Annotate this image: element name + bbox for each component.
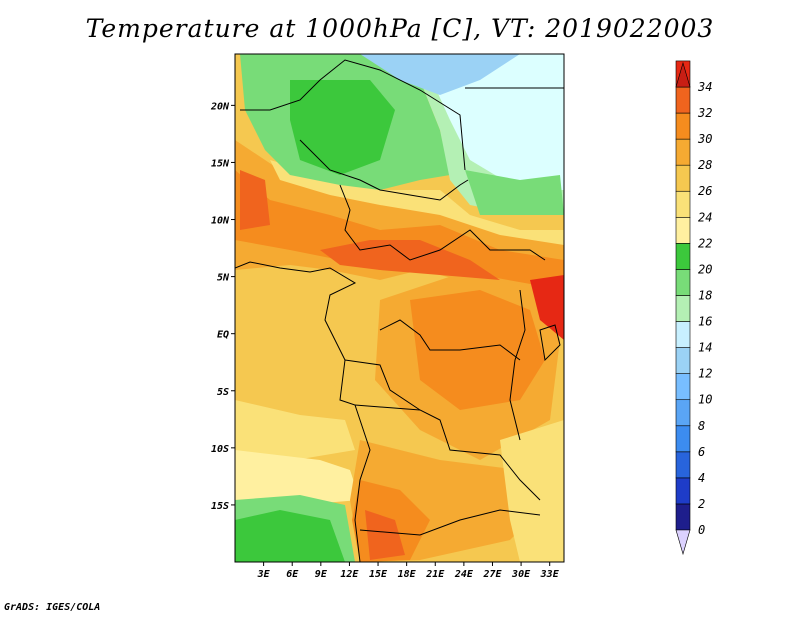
colorbar-label-1: 2: [698, 497, 705, 511]
y-tick-label-2: 10N: [211, 216, 230, 227]
field-sahel-30: [235, 170, 564, 290]
y-tick-label-3: 5N: [217, 273, 230, 284]
field-sahara-20: [290, 80, 395, 175]
colorbar-swatch-4: [675, 399, 691, 427]
colorbar-label-3: 6: [698, 445, 705, 459]
x-tick-label-3: 12E: [340, 569, 359, 580]
x-tick-label-8: 27E: [482, 569, 502, 580]
colorbar-swatch-14: [675, 138, 691, 166]
colorbar-label-7: 14: [698, 341, 712, 355]
country-borders: [235, 59, 564, 562]
y-tick-label-5: 5S: [217, 387, 229, 398]
colorbar-label-14: 28: [698, 158, 712, 172]
x-tick-label-7: 24E: [454, 569, 474, 580]
temperature-field: [235, 54, 564, 562]
colorbar-label-2: 4: [698, 471, 705, 485]
field-south-green-20: [235, 510, 345, 562]
field-rwanda-34: [530, 275, 564, 340]
x-tick-label-9: 30E: [511, 569, 531, 580]
colorbar-label-13: 26: [698, 184, 712, 198]
border-north: [240, 59, 466, 171]
colorbar-label-10: 20: [698, 262, 712, 276]
colorbar-label-16: 32: [697, 106, 712, 120]
field-atlantic-26: [235, 400, 355, 470]
colorbar-label-9: 18: [698, 288, 712, 302]
colorbar-swatch-3: [675, 425, 691, 453]
lake-tanganyika: [509, 289, 526, 441]
colorbar-swatch-6: [675, 347, 691, 374]
colorbar-swatch-2: [675, 451, 691, 479]
colorbar-swatch-16: [675, 86, 691, 114]
colorbar-swatch-10: [675, 243, 691, 270]
coastline-west: [235, 261, 371, 562]
colorbar-swatch-11: [675, 216, 691, 244]
colorbar-over-arrow: [675, 61, 691, 88]
field-senegal-32: [240, 170, 270, 230]
chart-title: Temperature at 1000hPa [C], VT: 20190220…: [85, 14, 715, 43]
x-tick-label-4: 15E: [369, 569, 388, 580]
colorbar-label-12: 24: [698, 210, 712, 224]
colorbar-swatch-5: [675, 373, 691, 401]
y-tick-label-7: 15S: [211, 501, 229, 512]
field-atlantic-24: [235, 450, 360, 510]
field-north-12: [360, 54, 520, 95]
colorbar-swatch-15: [675, 112, 691, 140]
border-namibia: [359, 509, 541, 536]
border-sahel: [299, 139, 469, 201]
field-angola-32: [365, 510, 405, 560]
y-tick-label-1: 15N: [211, 158, 230, 169]
border-angola-north: [354, 404, 421, 411]
x-tick-label-0: 3E: [257, 569, 271, 580]
lake-victoria: [539, 324, 561, 362]
x-tick-label-2: 9E: [315, 569, 328, 580]
colorbar-swatch-7: [675, 321, 691, 348]
colorbar-label-17: 34: [697, 80, 712, 94]
colorbar-swatch-1: [675, 477, 691, 505]
field-congo-30: [410, 290, 545, 410]
colorbar-label-4: 8: [698, 419, 705, 433]
colorbar-label-15: 30: [697, 132, 712, 146]
border-central: [339, 184, 546, 261]
colorbar-label-11: 22: [698, 236, 712, 250]
border-congo: [379, 319, 521, 361]
colorbar-swatch-0: [675, 503, 691, 531]
x-tick-label-5: 18E: [398, 569, 417, 580]
y-tick-label-0: 20N: [210, 101, 230, 112]
x-tick-label-1: 6E: [286, 569, 299, 580]
colorbar-under-arrow: [675, 529, 691, 556]
field-east-26: [500, 420, 564, 562]
colorbar-label-6: 12: [698, 367, 712, 381]
colorbar-swatch-9: [675, 269, 691, 296]
colorbar-label-5: 10: [698, 393, 712, 407]
colorbar-swatch-13: [675, 164, 691, 192]
plot-frame: [234, 53, 565, 563]
field-chad-18: [465, 170, 564, 215]
axis-ticks: 3E 6E 9E 12E 15E 18E 21E 24E 27E 30E 33E 20N 15N 10N 5…: [210, 101, 560, 580]
colorbar-swatch-8: [675, 295, 691, 322]
y-tick-label-4: EQ: [217, 330, 229, 341]
y-tick-label-6: 10S: [211, 444, 229, 455]
colorbar-label-0: 0: [698, 523, 705, 537]
colorbar-swatch-12: [675, 190, 691, 218]
x-tick-label-6: 21E: [425, 569, 445, 580]
footer-credit: GrADS: IGES/COLA: [4, 602, 101, 613]
border-south: [344, 359, 541, 501]
x-tick-label-10: 33E: [540, 569, 560, 580]
colorbar-label-8: 16: [698, 315, 712, 329]
